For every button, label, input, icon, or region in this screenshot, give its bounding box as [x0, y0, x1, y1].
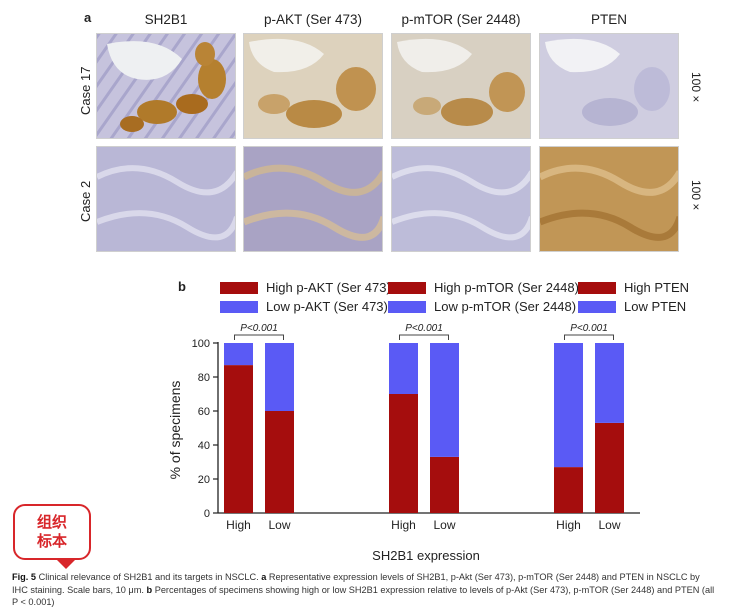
- micrograph-case2-pakt: [243, 146, 383, 252]
- legend-swatch-high: [220, 281, 258, 294]
- stamp-line2: 标本: [36, 533, 67, 550]
- micrograph-case17-pakt: [243, 33, 383, 139]
- micrograph-case17-pmtor: [391, 33, 531, 139]
- caption-text: Clinical relevance of SH2B1 and its targ…: [38, 572, 259, 582]
- y-tick-label: 20: [198, 474, 210, 486]
- bar-low-segment: [595, 343, 624, 423]
- p-value-label: P<0.001: [405, 323, 443, 334]
- tissue-specimen-stamp: 组织 标本: [13, 504, 91, 560]
- x-axis-label: SH2B1 expression: [372, 548, 480, 563]
- micrograph-case17-pten: [539, 33, 679, 139]
- y-tick-label: 0: [204, 508, 210, 520]
- x-tick-label: High: [556, 518, 581, 532]
- legend-label: High PTEN: [624, 280, 690, 295]
- legend-label: Low p-AKT (Ser 473): [266, 299, 388, 314]
- legend-item-low-pmtor: Low p-mTOR (Ser 2448): [388, 299, 576, 314]
- bar-low-segment: [265, 343, 294, 411]
- x-tick-label: High: [226, 518, 251, 532]
- legend-swatch-low: [388, 300, 426, 313]
- significance-bracket: [399, 334, 449, 340]
- significance-bracket: [564, 334, 614, 340]
- micrograph-case2-pten: [539, 146, 679, 252]
- legend-label: High p-AKT (Ser 473): [266, 280, 391, 295]
- bar-low-segment: [554, 343, 583, 468]
- significance-bracket: [234, 334, 284, 340]
- legend-item-high-pakt: High p-AKT (Ser 473): [220, 280, 391, 295]
- bar-high-segment: [265, 411, 294, 513]
- y-axis-label: % of specimens: [167, 381, 183, 480]
- y-tick-label: 60: [198, 406, 210, 418]
- bar-high-segment: [224, 365, 253, 513]
- legend-swatch-low: [220, 300, 258, 313]
- legend-swatch-high: [388, 281, 426, 294]
- stamp-line1: 组织: [36, 514, 67, 531]
- x-tick-label: Low: [598, 518, 620, 532]
- p-value-label: P<0.001: [240, 323, 278, 334]
- caption-text: Percentages of specimens showing high or…: [12, 584, 715, 608]
- p-value-label: P<0.001: [570, 323, 608, 334]
- y-tick-label: 80: [198, 372, 210, 384]
- column-title-pakt: p-AKT (Ser 473): [263, 12, 363, 27]
- legend-label: High p-mTOR (Ser 2448): [434, 280, 579, 295]
- micrograph-case17-sh2b1: [96, 33, 236, 139]
- y-tick-label: 100: [192, 338, 210, 350]
- column-title-pmtor: p-mTOR (Ser 2448): [401, 12, 521, 27]
- legend-label: Low p-mTOR (Ser 2448): [434, 299, 577, 314]
- figure-caption: Fig. 5 Clinical relevance of SH2B1 and i…: [12, 571, 717, 609]
- legend-swatch-low: [578, 300, 616, 313]
- x-tick-label: High: [391, 518, 416, 532]
- legend-label: Low PTEN: [624, 299, 687, 314]
- legend-item-high-pmtor: High p-mTOR (Ser 2448): [388, 280, 579, 295]
- panel-a-letter: a: [84, 10, 92, 25]
- bar-high-segment: [554, 467, 583, 513]
- micrograph-case2-sh2b1: [96, 146, 236, 252]
- bar-low-segment: [389, 343, 418, 394]
- column-title-sh2b1: SH2B1: [144, 12, 188, 27]
- column-title-pten: PTEN: [590, 12, 627, 27]
- legend-item-low-pten: Low PTEN: [578, 299, 686, 314]
- micrograph-case2-pmtor: [391, 146, 531, 252]
- bar-high-segment: [430, 456, 459, 513]
- legend-item-high-pten: High PTEN: [578, 280, 689, 295]
- bar-high-segment: [389, 394, 418, 513]
- caption-fig-label: Fig. 5: [12, 572, 36, 582]
- caption-text: Representative expression levels of SH2B…: [12, 572, 700, 595]
- stamp-pointer: [56, 559, 76, 569]
- x-tick-label: Low: [268, 518, 290, 532]
- x-tick-label: Low: [433, 518, 455, 532]
- caption-b: b: [146, 584, 153, 595]
- legend-swatch-high: [578, 281, 616, 294]
- bar-high-segment: [595, 422, 624, 513]
- y-tick-label: 40: [198, 440, 210, 452]
- panel-b-letter: b: [178, 279, 186, 294]
- bar-low-segment: [430, 343, 459, 457]
- caption-a: a: [261, 572, 267, 582]
- bar-low-segment: [224, 343, 253, 366]
- legend-item-low-pakt: Low p-AKT (Ser 473): [220, 299, 388, 314]
